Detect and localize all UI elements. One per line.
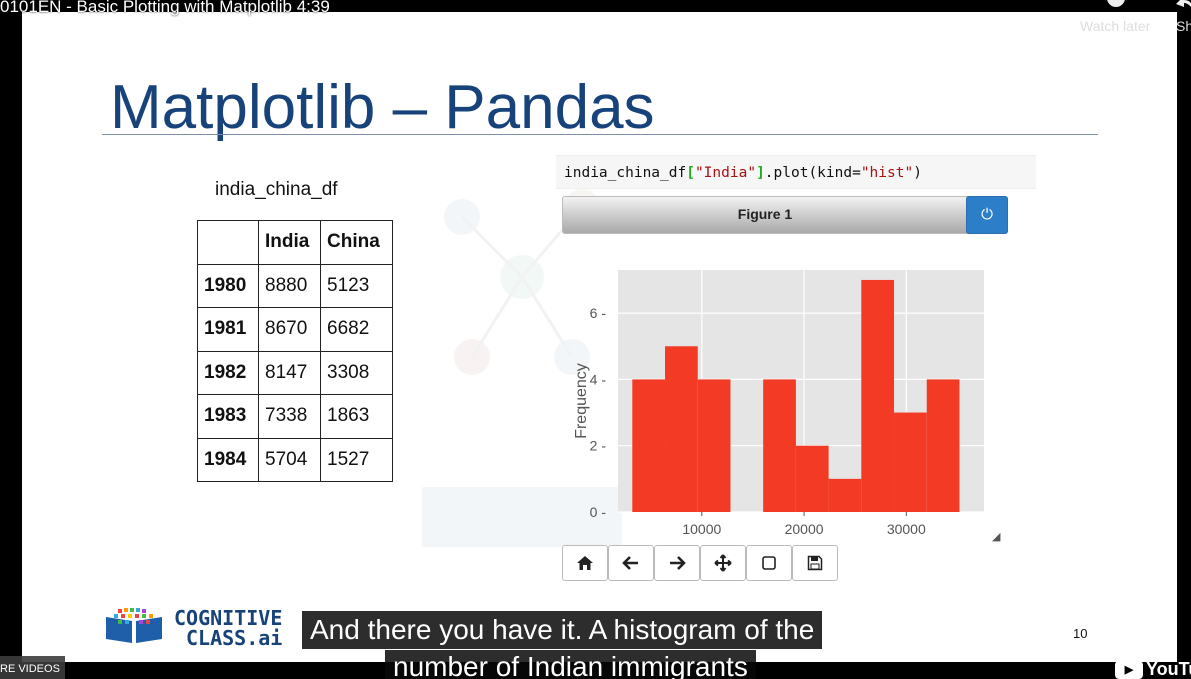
cognitive-class-logo-icon [106,608,162,643]
code-column-string: "India" [694,165,757,181]
table-row: 1981 8670 6682 [197,307,393,352]
code-open-bracket: [ [686,165,695,181]
back-arrow-icon[interactable] [608,545,654,581]
table-cell: 5123 [320,263,393,308]
code-end: ) [913,165,922,181]
y-tick-label: 4 - [590,371,607,387]
table-cell: 3308 [320,350,393,395]
table-header-cell: India [258,220,321,265]
table-cell: 6682 [320,307,393,352]
dataframe-table: India China 1980 8880 5123 1981 8670 668… [197,220,393,482]
code-call: .plot(kind= [764,165,861,181]
histogram-bar [632,379,666,512]
histogram-bar [665,346,698,512]
code-cell[interactable]: india_china_df["India"].plot(kind="hist"… [556,155,1036,189]
row-index: 1981 [197,307,259,352]
histogram-chart: 10000 20000 30000 0 - 2 - 4 - 6 - Frequency [573,270,984,537]
youtube-wordmark: YouTu [1146,659,1191,679]
youtube-logo[interactable]: ▶YouTu [1115,659,1191,679]
histogram-bar [697,379,731,512]
figure-header: Figure 1 ⏻ [562,196,1008,234]
table-cell: 8880 [258,263,321,308]
slide: Matplotlib – Pandas india_china_df India… [22,12,1177,662]
brand-line-1: COGNITIVE [174,606,283,630]
table-cell: 1527 [320,437,393,482]
y-tick-label: 0 - [590,504,607,520]
figure-title: Figure 1 [737,206,793,222]
x-tick-label: 30000 [887,521,926,537]
table-cell: 1863 [320,394,393,439]
slide-title: Matplotlib – Pandas [110,73,655,142]
share-button[interactable]: Sh [1176,18,1191,34]
table-row: 1983 7338 1863 [197,394,393,439]
row-index: 1984 [197,437,259,482]
x-tick-label: 20000 [785,521,824,537]
table-cell: 8147 [258,350,321,395]
save-icon[interactable] [792,545,838,581]
play-icon: ▶ [1115,661,1143,679]
table-header-cell [197,220,259,265]
zoom-rect-icon[interactable] [746,545,792,581]
clock-icon[interactable] [1104,0,1128,10]
forward-arrow-icon[interactable] [654,545,700,581]
table-header-cell: China [320,220,393,265]
brand-wordmark: COGNITIVE CLASS.ai [174,608,282,648]
figure-toolbar [562,545,838,583]
y-axis-label: Frequency [573,363,590,439]
histogram-bar [926,379,960,512]
share-icon[interactable] [1174,0,1191,10]
code-variable: india_china_df [564,165,687,181]
more-videos-button[interactable]: RE VIDEOS [0,656,65,679]
table-row: 1980 8880 5123 [197,263,393,308]
x-tick-label: 10000 [682,521,721,537]
histogram-bar [828,478,862,512]
table-cell: 7338 [258,394,321,439]
table-row: 1982 8147 3308 [197,350,393,395]
caption-line-2: number of Indian immigrants [385,650,756,679]
histogram-bar [795,445,829,512]
histogram-bar [763,379,796,512]
code-close-bracket: ] [756,165,765,181]
video-title[interactable]: 0101EN - Basic Plotting with Matplotlib … [0,0,330,16]
brand-line-2: CLASS.ai [186,626,283,650]
table-header-row: India China [197,220,393,265]
home-icon[interactable] [562,545,608,581]
power-icon[interactable]: ⏻ [966,196,1008,234]
row-index: 1982 [197,350,259,395]
page-number: 10 [1073,626,1088,641]
caption-line-1: And there you have it. A histogram of th… [302,611,823,649]
dataframe-name: india_china_df [215,179,338,200]
histogram-bar [861,279,895,512]
title-divider [102,134,1098,135]
row-index: 1980 [197,263,259,308]
watch-later-button[interactable]: Watch later [1080,18,1151,34]
code-kind-string: "hist" [860,165,914,181]
y-tick-label: 2 - [590,438,607,454]
table-row: 1984 5704 1527 [197,437,393,482]
pan-icon[interactable] [700,545,746,581]
histogram-bar [894,412,927,512]
resize-handle-icon[interactable]: ◢ [992,531,1001,543]
y-tick-label: 6 - [590,305,607,321]
table-cell: 5704 [258,437,321,482]
table-cell: 8670 [258,307,321,352]
row-index: 1983 [197,394,259,439]
